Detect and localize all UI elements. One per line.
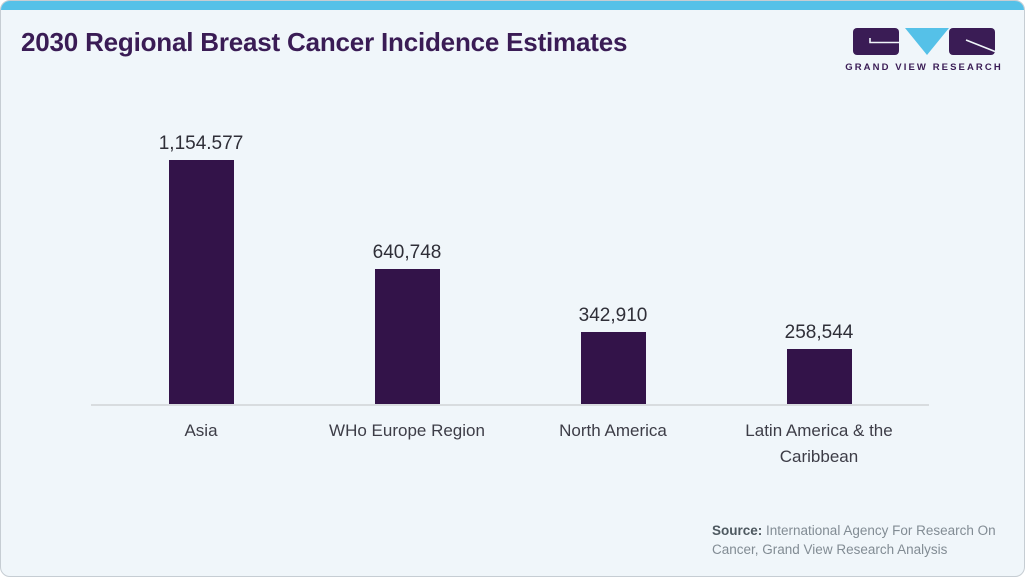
source-text: International Agency For Research On Can…: [712, 523, 996, 557]
bar: [168, 160, 234, 404]
bar: [786, 349, 852, 404]
bar-value-label: 640,748: [372, 242, 442, 263]
bar: [580, 332, 646, 404]
source-note: Source: International Agency For Researc…: [712, 522, 1014, 560]
gvr-logo: GRAND VIEW RESEARCH: [845, 28, 1001, 73]
bar-value-label: 1,154.577: [158, 133, 244, 154]
bar-value-label: 258,544: [784, 322, 854, 343]
bar-value-label: 342,910: [578, 305, 648, 326]
bar-category-label: WHo Europe Region: [329, 421, 485, 440]
accent-top-strip: [1, 1, 1024, 10]
x-axis-line: [91, 404, 929, 406]
bar-category-label: Asia: [184, 421, 218, 440]
bar-category-label: Latin America & the Caribbean: [745, 421, 893, 466]
bar: [374, 269, 440, 404]
gvr-logo-mark-icon: [853, 28, 995, 56]
page-title: 2030 Regional Breast Cancer Incidence Es…: [21, 27, 628, 57]
bar-category-label: North America: [559, 421, 667, 440]
source-prefix: Source:: [712, 523, 763, 538]
gvr-logo-text: GRAND VIEW RESEARCH: [845, 62, 1003, 73]
